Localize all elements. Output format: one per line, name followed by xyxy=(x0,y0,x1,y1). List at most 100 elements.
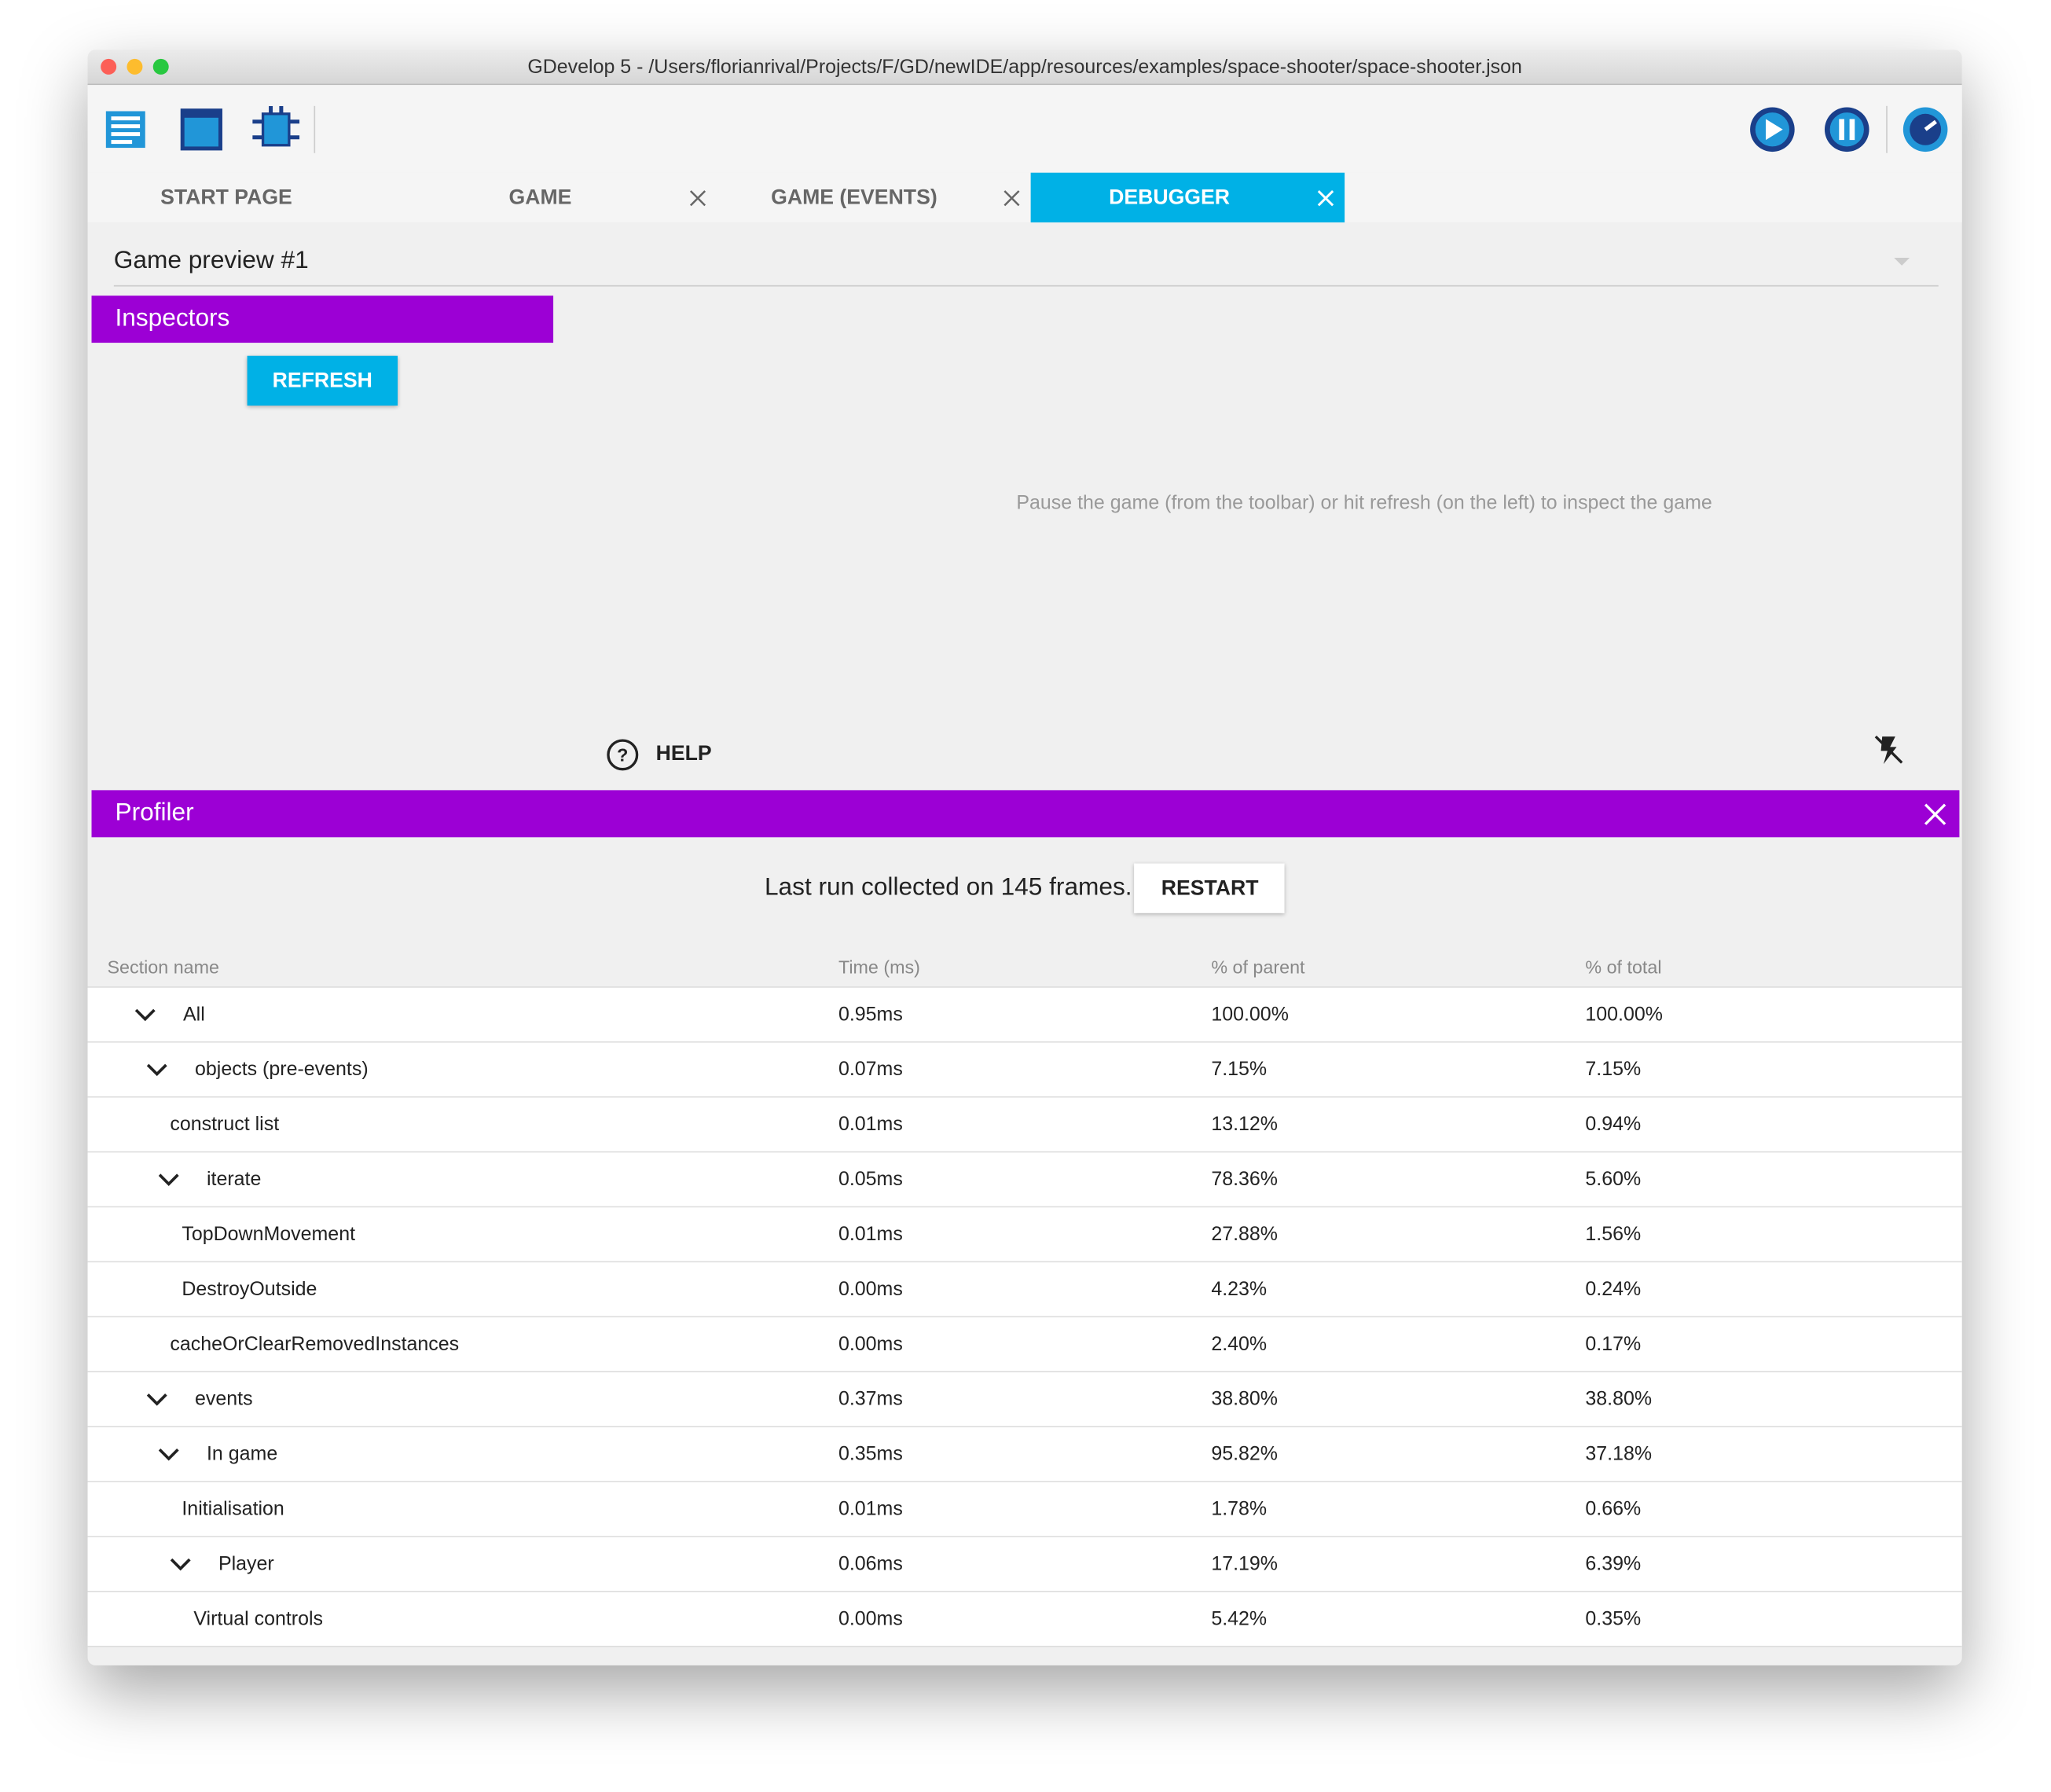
total-percent-cell: 37.18% xyxy=(1585,1442,1653,1466)
parent-percent-cell: 2.40% xyxy=(1211,1333,1268,1356)
dropdown-arrow xyxy=(1894,257,1910,266)
parent-percent-cell: 1.78% xyxy=(1211,1497,1268,1521)
time-cell: 0.37ms xyxy=(838,1388,903,1411)
total-percent-cell: 7.15% xyxy=(1585,1058,1642,1081)
tab-label: DEBUGGER xyxy=(1109,187,1230,210)
section-name: In game xyxy=(206,1442,278,1466)
parent-percent-cell: 4.23% xyxy=(1211,1278,1268,1301)
pause-button[interactable] xyxy=(1822,105,1872,154)
section-name: TopDownMovement xyxy=(182,1223,356,1246)
close-tab[interactable] xyxy=(689,189,706,207)
column-header: % of parent xyxy=(1211,956,1305,978)
time-cell: 0.01ms xyxy=(838,1113,903,1136)
app-window: GDevelop 5 - /Users/florianrival/Project… xyxy=(87,50,1962,1665)
parent-percent-cell: 38.80% xyxy=(1211,1388,1279,1411)
help-button[interactable]: ? HELP xyxy=(606,738,712,772)
expand-chevron[interactable] xyxy=(170,1558,191,1571)
time-cell: 0.06ms xyxy=(838,1552,903,1576)
table-header: Section name Time (ms) % of parent % of … xyxy=(87,947,1962,988)
tab[interactable]: START PAGE xyxy=(160,187,292,210)
tab[interactable]: GAME (EVENTS) xyxy=(771,187,937,210)
parent-percent-cell: 17.19% xyxy=(1211,1552,1279,1576)
column-header: Section name xyxy=(107,956,219,978)
section-name: Player xyxy=(218,1552,274,1576)
total-percent-cell: 0.17% xyxy=(1585,1333,1642,1356)
table-row: objects (pre-events) 0.07ms 7.15% 7.15% xyxy=(87,1042,1962,1098)
table-row: Player 0.06ms 17.19% 6.39% xyxy=(87,1537,1962,1592)
scene-icon[interactable] xyxy=(178,106,225,153)
help-label: HELP xyxy=(655,743,712,766)
minimize-window[interactable] xyxy=(127,58,143,75)
total-percent-cell: 38.80% xyxy=(1585,1388,1653,1411)
close-window[interactable] xyxy=(101,58,117,75)
section-name: Initialisation xyxy=(182,1497,284,1521)
debugger-icon[interactable] xyxy=(252,105,300,153)
table-row: DestroyOutside 0.00ms 4.23% 0.24% xyxy=(87,1262,1962,1318)
preview-select[interactable]: Game preview #1 xyxy=(113,236,1939,287)
profiler-button[interactable] xyxy=(1901,105,1950,154)
time-cell: 0.00ms xyxy=(838,1333,903,1356)
section-name: construct list xyxy=(170,1113,280,1136)
table-row: All 0.95ms 100.00% 100.00% xyxy=(87,987,1962,1043)
expand-chevron[interactable] xyxy=(146,1063,167,1077)
project-manager-icon[interactable] xyxy=(103,106,150,153)
refresh-button[interactable]: REFRESH xyxy=(247,355,398,406)
time-cell: 0.00ms xyxy=(838,1607,903,1630)
close-tab[interactable] xyxy=(1003,189,1021,207)
table-row: construct list 0.01ms 13.12% 0.94% xyxy=(87,1097,1962,1153)
total-percent-cell: 0.35% xyxy=(1585,1607,1642,1630)
parent-percent-cell: 13.12% xyxy=(1211,1113,1279,1136)
table-row: iterate 0.05ms 78.36% 5.60% xyxy=(87,1152,1962,1208)
section-name: objects (pre-events) xyxy=(195,1058,369,1081)
parent-percent-cell: 100.00% xyxy=(1211,1003,1289,1026)
total-percent-cell: 5.60% xyxy=(1585,1168,1642,1191)
time-cell: 0.00ms xyxy=(838,1278,903,1301)
inspectors-header: Inspectors xyxy=(91,296,554,343)
help-icon: ? xyxy=(607,739,639,771)
section-name: cacheOrClearRemovedInstances xyxy=(170,1333,460,1356)
time-cell: 0.05ms xyxy=(838,1168,903,1191)
total-percent-cell: 0.66% xyxy=(1585,1497,1642,1521)
expand-chevron[interactable] xyxy=(158,1448,179,1462)
parent-percent-cell: 78.36% xyxy=(1211,1168,1279,1191)
section-name: events xyxy=(195,1388,253,1411)
zoom-window[interactable] xyxy=(152,58,169,75)
expand-chevron[interactable] xyxy=(146,1394,167,1407)
table-row: TopDownMovement 0.01ms 27.88% 1.56% xyxy=(87,1207,1962,1263)
section-name: iterate xyxy=(206,1168,262,1191)
tab-active[interactable]: DEBUGGER xyxy=(1030,172,1345,222)
svg-text:?: ? xyxy=(617,745,628,766)
toolbar xyxy=(87,85,1962,173)
profiler-header: Profiler xyxy=(91,790,1960,838)
time-cell: 0.07ms xyxy=(838,1058,903,1081)
play-button[interactable] xyxy=(1748,105,1797,154)
time-cell: 0.01ms xyxy=(838,1223,903,1246)
time-cell: 0.95ms xyxy=(838,1003,903,1026)
hot-reload-off-icon[interactable] xyxy=(1872,733,1906,766)
expand-chevron[interactable] xyxy=(134,1008,156,1022)
table-row: Virtual controls 0.00ms 5.42% 0.35% xyxy=(87,1592,1962,1647)
total-percent-cell: 6.39% xyxy=(1585,1552,1642,1576)
section-name: Virtual controls xyxy=(193,1607,324,1630)
restart-button[interactable]: RESTART xyxy=(1134,863,1286,913)
close-profiler[interactable] xyxy=(1924,803,1946,825)
column-header: % of total xyxy=(1585,956,1662,978)
parent-percent-cell: 5.42% xyxy=(1211,1607,1268,1630)
tab[interactable]: GAME xyxy=(508,187,572,210)
table-row: events 0.37ms 38.80% 38.80% xyxy=(87,1372,1962,1427)
table-row: cacheOrClearRemovedInstances 0.00ms 2.40% 0… xyxy=(87,1317,1962,1373)
parent-percent-cell: 95.82% xyxy=(1211,1442,1279,1466)
total-percent-cell: 100.00% xyxy=(1585,1003,1663,1026)
expand-chevron[interactable] xyxy=(158,1173,179,1187)
parent-percent-cell: 27.88% xyxy=(1211,1223,1279,1246)
total-percent-cell: 1.56% xyxy=(1585,1223,1642,1246)
column-header: Time (ms) xyxy=(838,956,920,978)
profiler-summary: Last run collected on 145 frames. RESTART xyxy=(88,863,1962,913)
summary-text: Last run collected on 145 frames. xyxy=(764,873,1132,902)
total-percent-cell: 0.94% xyxy=(1585,1113,1642,1136)
section-name: DestroyOutside xyxy=(182,1278,317,1301)
profiler-title: Profiler xyxy=(115,799,194,827)
close-tab[interactable] xyxy=(1317,189,1334,207)
parent-percent-cell: 7.15% xyxy=(1211,1058,1268,1081)
